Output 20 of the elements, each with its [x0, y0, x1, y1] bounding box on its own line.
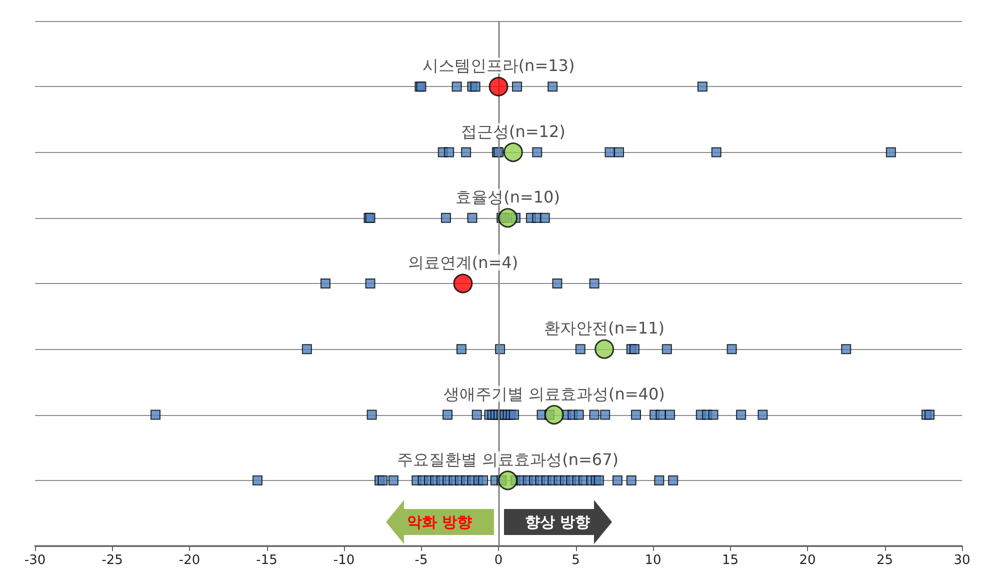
x-tick-label: -25 [102, 553, 123, 568]
annotation: 시스템인프라(n=13) [422, 56, 575, 76]
x-tick-label: -30 [24, 553, 46, 568]
x-tick-label: -20 [178, 553, 200, 568]
x-tick-label: 20 [799, 553, 816, 568]
annotation: 효율성(n=10) [456, 187, 560, 206]
x-tick-label: 30 [954, 553, 970, 568]
x-tick-label: -10 [333, 553, 355, 568]
annotation: 환자안전(n=11) [544, 318, 665, 338]
annotation: 의료연계(n=4) [408, 253, 518, 272]
x-tick-label: 0 [494, 553, 503, 568]
x-tick-label: 10 [644, 553, 662, 568]
x-tick-label: 15 [722, 553, 739, 568]
x-tick-label: -5 [414, 553, 428, 568]
annotation: 생애주기별 의료효과성(n=40) [443, 384, 665, 404]
x-tick-label: 25 [876, 553, 894, 568]
x-tick-label: 5 [572, 553, 580, 568]
annotation: 주요질환별 의료효과성(n=67) [397, 450, 619, 469]
annotation: 접근성(n=12) [460, 122, 566, 141]
x-tick-label: -15 [256, 553, 278, 568]
